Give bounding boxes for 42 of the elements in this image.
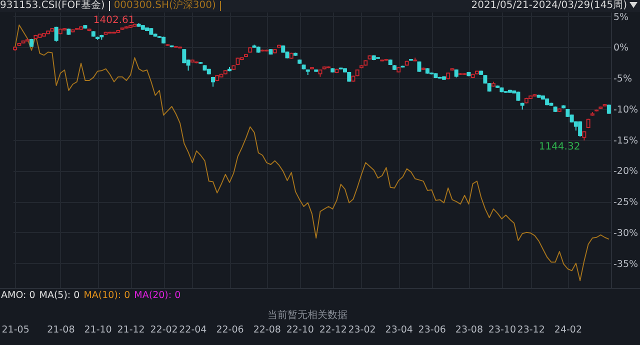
candlestick: [516, 91, 520, 102]
x-tick-label: 22-08: [253, 324, 281, 336]
text: MA(5): 0: [39, 290, 80, 301]
y-tick-label: -10%: [614, 104, 638, 116]
line-series: [14, 24, 610, 282]
candlestick: [182, 48, 186, 64]
y-tick-label: -20%: [614, 166, 638, 178]
x-tick-label: 22-04: [179, 324, 207, 336]
annotation: 1144.32: [538, 141, 580, 152]
x-tick-label: 23-04: [385, 324, 413, 336]
x-tick-label: 23-10: [488, 324, 516, 336]
x-tick-label: 24-02: [554, 324, 582, 336]
x-tick-label: 23-08: [455, 324, 484, 336]
y-tick-label: 5%: [614, 12, 629, 23]
x-tick-label: 22-10: [286, 324, 314, 336]
text: AMO: 0: [1, 290, 36, 301]
y-tick-label: 0%: [614, 42, 629, 54]
x-tick-label: 21-10: [84, 324, 112, 336]
x-tick-label: 23-12: [517, 324, 545, 336]
y-tick-label: -15%: [614, 135, 638, 146]
x-tick-label: 22-12: [319, 324, 347, 336]
candlestick: [606, 104, 611, 114]
y-tick-label: -30%: [614, 228, 638, 239]
x-tick-label: 22-02: [150, 324, 178, 336]
y-tick-label: -5%: [614, 74, 632, 85]
x-tick-label: 21-05: [2, 324, 30, 336]
x-tick-label: 22-06: [216, 324, 244, 336]
chart-subtitle: 2021/05/21-2024/03/29(145周): [471, 0, 627, 11]
y-tick-label: -35%: [614, 258, 638, 270]
x-tick-label: 21-12: [117, 324, 145, 336]
x-tick-label: 23-02: [348, 324, 376, 336]
text: MA(10): 0: [84, 290, 130, 301]
text: 931153.CSI(FOF基金): [0, 0, 105, 11]
annotation: 1402.61: [93, 15, 135, 26]
y-tick-label: -25%: [614, 197, 638, 208]
text: MA(20): 0: [134, 290, 181, 301]
text: 当前暂无相关数据: [266, 308, 348, 322]
candlestick: [54, 26, 58, 42]
x-tick-label: 23-06: [418, 324, 446, 336]
candlestick: [578, 120, 582, 138]
candlestick: [582, 130, 586, 141]
x-tick-label: 21-08: [47, 324, 75, 336]
